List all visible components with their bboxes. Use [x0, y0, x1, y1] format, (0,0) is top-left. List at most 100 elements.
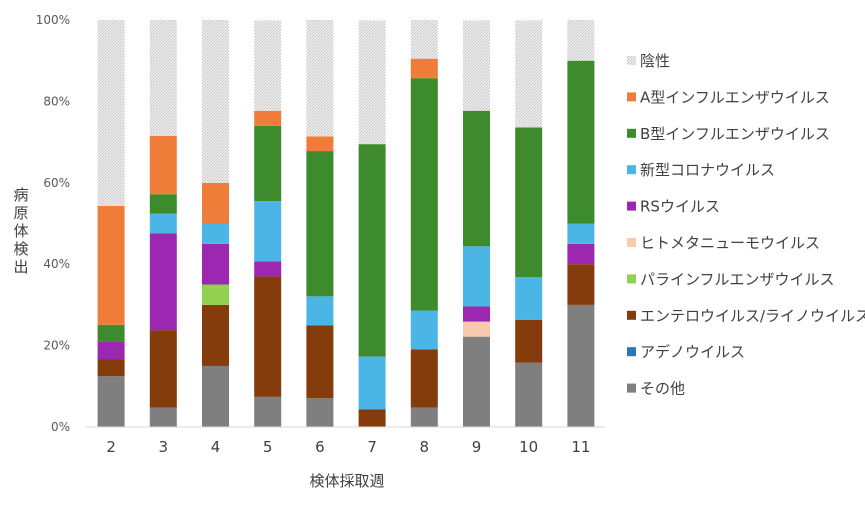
legend-item: A型インフルエンザウイルス — [627, 88, 830, 106]
bar-segment-series-0 — [463, 336, 490, 427]
y-tick-label: 80% — [43, 94, 70, 108]
bar-segment-series-7 — [463, 110, 490, 247]
bar-segment-series-8 — [149, 135, 177, 195]
x-tick-label: 3 — [159, 438, 169, 456]
bar-segment-series-6 — [463, 246, 490, 307]
bar-segment-series-9 — [97, 20, 125, 206]
legend-label: A型インフルエンザウイルス — [640, 88, 830, 106]
bar-segment-series-0 — [202, 365, 229, 427]
bar-segment-series-9 — [149, 20, 177, 136]
bar-stack-2 — [97, 20, 125, 427]
bar-segment-series-7 — [306, 151, 334, 297]
bar-segment-series-0 — [410, 407, 438, 427]
bar-segment-series-9 — [202, 20, 229, 183]
bar-segment-series-6 — [149, 213, 177, 234]
bar-segment-series-2 — [410, 349, 438, 408]
bar-segment-series-2 — [567, 264, 595, 305]
bar-segment-series-7 — [515, 127, 543, 278]
bar-segment-series-9 — [463, 20, 490, 111]
bar-segment-series-7 — [149, 194, 177, 214]
bar-stack-8 — [410, 20, 438, 427]
bar-segment-series-2 — [358, 409, 386, 427]
legend-item: ヒトメタニューモウイルス — [627, 234, 820, 252]
bar-segment-series-0 — [515, 362, 543, 427]
bars-group — [97, 20, 595, 427]
bar-segment-series-2 — [306, 325, 334, 399]
bar-segment-series-0 — [306, 398, 334, 427]
y-tick-label: 60% — [43, 176, 70, 190]
bar-segment-series-7 — [254, 125, 282, 202]
legend-label: ヒトメタニューモウイルス — [640, 234, 820, 252]
bar-segment-series-3 — [202, 284, 229, 305]
bar-segment-series-7 — [97, 324, 125, 342]
x-axis-title: 検体採取週 — [309, 472, 384, 490]
legend-swatch — [627, 347, 636, 357]
legend-swatch — [627, 201, 636, 211]
bar-segment-series-5 — [202, 243, 229, 285]
x-tick-label: 6 — [315, 438, 325, 456]
legend-label: 新型コロナウイルス — [640, 161, 775, 179]
bar-segment-series-2 — [254, 276, 282, 397]
x-tick-label: 9 — [472, 438, 482, 456]
bar-segment-series-7 — [567, 60, 595, 224]
bar-segment-series-2 — [202, 304, 229, 366]
bar-stack-4 — [202, 20, 229, 427]
legend-item: RSウイルス — [627, 198, 720, 216]
bar-segment-series-6 — [567, 223, 595, 244]
legend-item: 陰性 — [627, 52, 670, 70]
bar-stack-11 — [567, 20, 595, 427]
y-axis-title-text: 病原体検出 — [13, 186, 28, 276]
bar-segment-series-6 — [410, 310, 438, 350]
bar-segment-series-9 — [306, 20, 334, 137]
bar-stack-3 — [149, 20, 177, 427]
bar-segment-series-5 — [254, 261, 282, 277]
bar-segment-series-9 — [410, 20, 438, 59]
x-tick-label: 10 — [519, 438, 538, 456]
legend-item: エンテロウイルス/ライノウイルス — [627, 307, 865, 325]
x-tick-label: 7 — [367, 438, 377, 456]
legend-swatch — [627, 165, 636, 175]
bar-segment-series-9 — [515, 20, 543, 128]
y-axis-ticks: 0% 20% 40% 60% 80% 100% — [36, 13, 70, 434]
legend-label: その他 — [640, 380, 685, 398]
legend-item: B型インフルエンザウイルス — [627, 125, 830, 143]
bar-segment-series-8 — [306, 136, 334, 152]
legend-label: 陰性 — [640, 52, 670, 70]
bar-segment-series-4 — [463, 321, 490, 337]
bar-segment-series-8 — [410, 58, 438, 79]
y-axis-title: 病原体検出 — [13, 186, 28, 276]
bar-stack-9 — [463, 20, 490, 427]
legend-swatch — [627, 238, 636, 247]
y-tick-label: 0% — [51, 420, 70, 434]
legend-label: RSウイルス — [640, 198, 720, 216]
bar-segment-series-0 — [149, 407, 177, 427]
legend-label: エンテロウイルス/ライノウイルス — [640, 307, 865, 325]
legend-label: アデノウイルス — [640, 343, 745, 361]
bar-segment-series-6 — [202, 223, 229, 244]
x-tick-label: 2 — [106, 438, 116, 456]
x-tick-label: 8 — [420, 438, 430, 456]
bar-stack-6 — [306, 20, 334, 427]
bar-segment-series-8 — [254, 110, 282, 126]
x-axis-ticks: 2 3 4 5 6 7 8 9 10 11 — [106, 438, 590, 456]
bar-segment-series-5 — [567, 243, 595, 265]
x-tick-label: 11 — [571, 438, 590, 456]
legend-swatch — [627, 274, 636, 284]
legend-swatch — [627, 310, 636, 320]
bar-segment-series-2 — [97, 359, 125, 377]
legend-item: パラインフルエンザウイルス — [627, 270, 835, 288]
legend-label: パラインフルエンザウイルス — [640, 270, 835, 288]
bar-segment-series-7 — [358, 144, 386, 357]
bar-segment-series-6 — [306, 296, 334, 326]
y-tick-label: 20% — [43, 339, 70, 353]
bar-stack-7 — [358, 20, 386, 427]
legend-item: アデノウイルス — [627, 343, 745, 361]
bar-segment-series-9 — [567, 20, 595, 61]
bar-segment-series-0 — [254, 396, 282, 427]
legend-swatch — [627, 56, 636, 65]
bar-segment-series-2 — [515, 319, 543, 363]
bar-segment-series-2 — [149, 330, 177, 408]
x-tick-label: 5 — [263, 438, 273, 456]
